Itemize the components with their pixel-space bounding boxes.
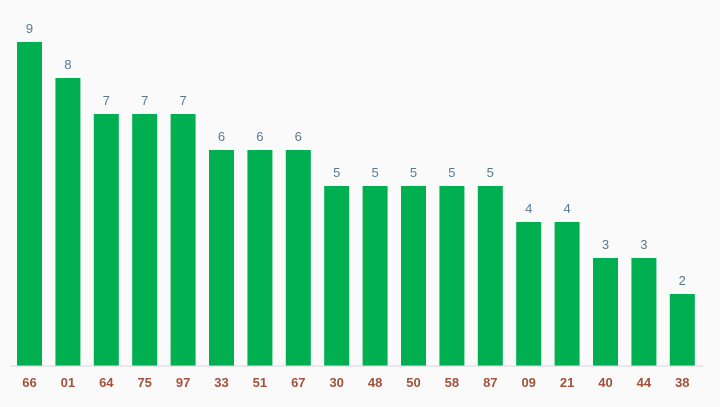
bar-01 <box>55 78 81 366</box>
category-label-01: 01 <box>61 375 75 390</box>
category-label-67: 67 <box>291 375 305 390</box>
category-label-21: 21 <box>560 375 574 390</box>
value-label-33: 6 <box>218 129 225 144</box>
category-label-38: 38 <box>675 375 689 390</box>
category-label-50: 50 <box>406 375 420 390</box>
category-label-87: 87 <box>483 375 497 390</box>
bar-51 <box>247 150 273 366</box>
category-label-64: 64 <box>99 375 114 390</box>
bar-67 <box>285 150 311 366</box>
bar-87 <box>477 186 503 366</box>
bar-64 <box>93 114 119 366</box>
bar-09 <box>516 222 542 366</box>
category-label-30: 30 <box>329 375 343 390</box>
category-label-66: 66 <box>22 375 36 390</box>
value-label-38: 2 <box>679 273 686 288</box>
value-label-67: 6 <box>295 129 302 144</box>
value-label-75: 7 <box>141 93 148 108</box>
value-label-21: 4 <box>563 201 570 216</box>
bars-group <box>17 42 695 366</box>
bar-38 <box>669 294 695 366</box>
value-label-48: 5 <box>371 165 378 180</box>
value-label-51: 6 <box>256 129 263 144</box>
bar-50 <box>401 186 426 366</box>
category-label-09: 09 <box>521 375 535 390</box>
category-label-75: 75 <box>137 375 151 390</box>
value-label-58: 5 <box>448 165 455 180</box>
category-label-48: 48 <box>368 375 382 390</box>
value-label-40: 3 <box>602 237 609 252</box>
bar-75 <box>132 114 158 366</box>
value-label-64: 7 <box>103 93 110 108</box>
category-label-33: 33 <box>214 375 228 390</box>
bar-40 <box>593 258 618 366</box>
value-label-01: 8 <box>64 57 71 72</box>
category-label-51: 51 <box>253 375 267 390</box>
category-label-97: 97 <box>176 375 190 390</box>
bar-58 <box>439 186 465 366</box>
value-label-66: 9 <box>26 21 33 36</box>
bar-44 <box>631 258 657 366</box>
bar-33 <box>209 150 234 366</box>
value-label-50: 5 <box>410 165 417 180</box>
value-label-44: 3 <box>640 237 647 252</box>
value-label-87: 5 <box>487 165 494 180</box>
value-label-97: 7 <box>179 93 186 108</box>
bar-66 <box>17 42 42 366</box>
value-label-09: 4 <box>525 201 532 216</box>
category-label-44: 44 <box>637 375 652 390</box>
bar-30 <box>324 186 350 366</box>
category-label-40: 40 <box>598 375 612 390</box>
bar-21 <box>554 222 580 366</box>
category-label-58: 58 <box>445 375 459 390</box>
value-labels-group: 9 8 7 7 7 6 6 6 5 5 5 5 5 4 4 3 3 2 <box>26 21 686 288</box>
bar-97 <box>170 114 196 366</box>
bar-48 <box>362 186 388 366</box>
category-labels-group: 66 01 64 75 97 33 51 67 30 48 50 58 87 09 21 40 44 38 <box>22 375 689 390</box>
value-label-30: 5 <box>333 165 340 180</box>
